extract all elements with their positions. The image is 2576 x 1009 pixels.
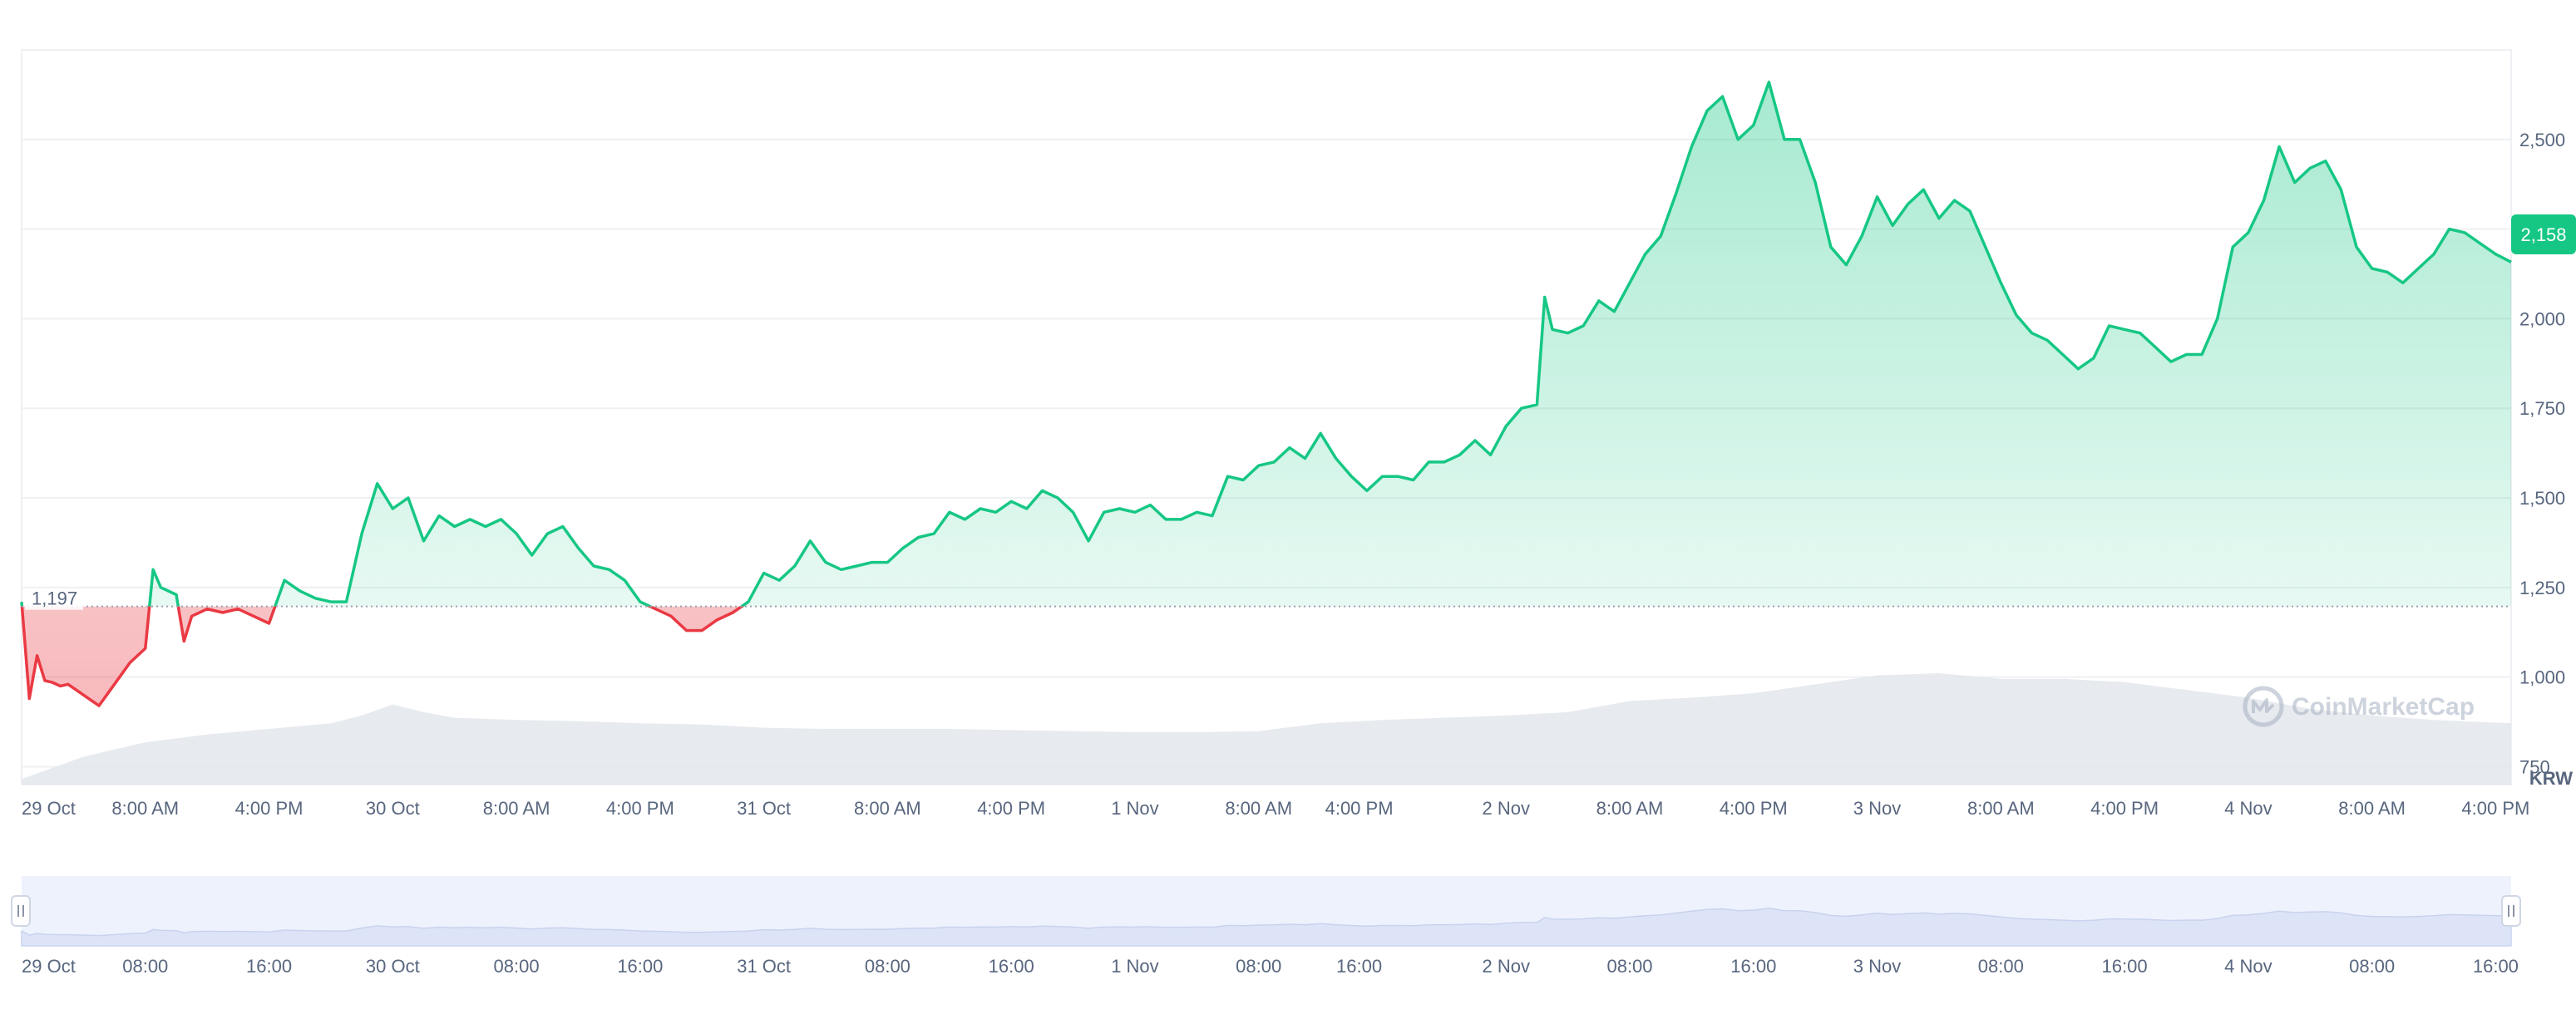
x-tick-label: 8:00 AM [1225, 798, 1292, 819]
navigator-tick-label: 08:00 [1606, 956, 1652, 977]
currency-label: KRW [2529, 768, 2573, 789]
navigator-tick-label: 16:00 [2102, 956, 2148, 977]
navigator-tick-label: 30 Oct [366, 956, 420, 977]
navigator-tick-label: 16:00 [1730, 956, 1776, 977]
navigator-area [21, 908, 2512, 947]
navigator-handle-left[interactable] [11, 895, 31, 927]
volume-area [22, 673, 2511, 785]
navigator-tick-label: 16:00 [2473, 956, 2519, 977]
navigator-tick-label: 16:00 [246, 956, 292, 977]
navigator-tick-label: 3 Nov [1853, 956, 1901, 977]
y-tick-label: 1,750 [2519, 398, 2565, 419]
navigator-tick-label: 4 Nov [2224, 956, 2272, 977]
x-tick-label: 8:00 AM [1967, 798, 2035, 819]
x-tick-label: 8:00 AM [2338, 798, 2406, 819]
x-tick-label: 8:00 AM [1596, 798, 1664, 819]
x-tick-label: 1 Nov [1111, 798, 1158, 819]
watermark: CoinMarketCap [2243, 686, 2475, 727]
navigator-tick-label: 08:00 [2349, 956, 2395, 977]
y-tick-label: 2,000 [2519, 308, 2565, 329]
x-tick-label: 29 Oct [22, 798, 76, 819]
baseline-marker: 1,197 [22, 588, 2511, 610]
y-tick-label: 1,000 [2519, 667, 2565, 688]
x-tick-label: 8:00 AM [854, 798, 921, 819]
navigator-tick-label: 31 Oct [737, 956, 791, 977]
watermark-text: CoinMarketCap [2292, 693, 2475, 721]
baseline-label-bg [25, 588, 83, 610]
current-price-label: 2,158 [2520, 224, 2566, 245]
x-tick-label: 30 Oct [366, 798, 420, 819]
current-price-badge: 2,158 [2511, 214, 2576, 254]
x-tick-label: 8:00 AM [483, 798, 550, 819]
x-tick-label: 4:00 PM [977, 798, 1045, 819]
x-tick-label: 2 Nov [1483, 798, 1530, 819]
price-area-up [22, 81, 2511, 607]
baseline-label: 1,197 [32, 588, 77, 609]
volume-area-fill [22, 673, 2511, 785]
price-line-up [20, 81, 2512, 607]
y-tick-label: 2,500 [2519, 130, 2565, 150]
navigator-tick-label: 2 Nov [1483, 956, 1530, 977]
navigator-tick-label: 08:00 [1236, 956, 1281, 977]
x-tick-label: 3 Nov [1853, 798, 1901, 819]
x-tick-label: 4:00 PM [606, 798, 674, 819]
y-tick-label: 1,500 [2519, 488, 2565, 509]
navigator-tick-label: 08:00 [865, 956, 910, 977]
x-tick-label: 4:00 PM [2461, 798, 2529, 819]
navigator-tick-label: 08:00 [1978, 956, 2024, 977]
x-tick-label: 31 Oct [737, 798, 791, 819]
navigator-tick-label: 1 Nov [1111, 956, 1158, 977]
x-tick-label: 4:00 PM [1325, 798, 1394, 819]
x-axis-labels: 29 Oct 8:00 AM 4:00 PM 30 Oct 8:00 AM 4:00 PM… [22, 798, 2529, 819]
navigator-axis-labels: 29 Oct 08:00 16:00 30 Oct 08:00 16:00 31 Oct 08… [22, 956, 2519, 977]
navigator-tick-label: 16:00 [617, 956, 663, 977]
x-tick-label: 4:00 PM [2090, 798, 2159, 819]
price-series [20, 81, 2512, 707]
navigator-series [21, 908, 2512, 947]
navigator-handle-right[interactable] [2501, 895, 2521, 927]
x-tick-label: 4:00 PM [235, 798, 303, 819]
navigator[interactable] [11, 876, 2521, 947]
coinmarketcap-logo-icon [2243, 686, 2284, 727]
navigator-tick-label: 08:00 [122, 956, 168, 977]
x-tick-label: 4:00 PM [1720, 798, 1788, 819]
x-tick-label: 4 Nov [2224, 798, 2272, 819]
navigator-tick-label: 29 Oct [22, 956, 76, 977]
x-tick-label: 8:00 AM [111, 798, 179, 819]
navigator-tick-label: 08:00 [494, 956, 540, 977]
navigator-tick-label: 16:00 [1336, 956, 1382, 977]
y-tick-label: 750 [2519, 756, 2550, 777]
y-tick-label: 1,250 [2519, 578, 2565, 598]
navigator-tick-label: 16:00 [989, 956, 1034, 977]
current-price-badge-bg [2511, 214, 2576, 254]
